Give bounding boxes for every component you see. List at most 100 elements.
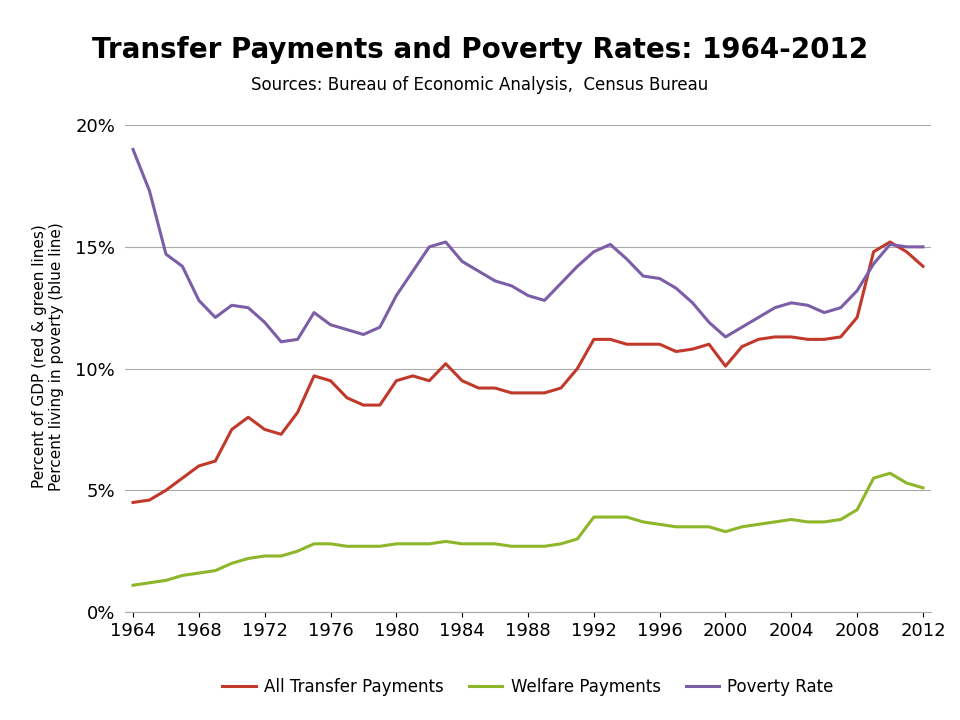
Poverty Rate [819, 308, 830, 317]
Poverty Rate [177, 262, 188, 271]
Welfare Payments [292, 546, 303, 555]
All Transfer Payments [686, 345, 698, 354]
All Transfer Payments [802, 335, 813, 343]
Poverty Rate [736, 323, 748, 331]
Welfare Payments [571, 535, 583, 544]
Poverty Rate [785, 299, 797, 307]
Welfare Payments [391, 539, 402, 548]
Poverty Rate [522, 291, 534, 300]
Welfare Payments [128, 581, 139, 590]
All Transfer Payments [292, 408, 303, 417]
All Transfer Payments [637, 340, 649, 348]
Welfare Payments [588, 513, 600, 521]
All Transfer Payments [440, 359, 451, 368]
Welfare Payments [259, 552, 271, 560]
Poverty Rate [193, 296, 204, 305]
All Transfer Payments [819, 335, 830, 343]
Welfare Payments [160, 576, 172, 585]
Line: All Transfer Payments: All Transfer Payments [133, 242, 923, 503]
All Transfer Payments [670, 347, 682, 356]
Poverty Rate [539, 296, 550, 305]
Welfare Payments [621, 513, 633, 521]
Welfare Payments [490, 539, 501, 548]
Welfare Payments [177, 571, 188, 580]
Poverty Rate [605, 240, 616, 248]
Welfare Payments [522, 542, 534, 551]
Poverty Rate [473, 267, 485, 276]
Poverty Rate [456, 257, 468, 266]
All Transfer Payments [785, 333, 797, 341]
Poverty Rate [259, 318, 271, 327]
Welfare Payments [900, 479, 912, 487]
Line: Poverty Rate: Poverty Rate [133, 150, 923, 342]
Welfare Payments [324, 539, 336, 548]
All Transfer Payments [193, 462, 204, 470]
Poverty Rate [243, 303, 254, 312]
All Transfer Payments [407, 372, 419, 380]
All Transfer Payments [308, 372, 320, 380]
Poverty Rate [144, 186, 156, 195]
All Transfer Payments [555, 384, 566, 392]
All Transfer Payments [391, 377, 402, 385]
All Transfer Payments [736, 342, 748, 351]
All Transfer Payments [769, 333, 780, 341]
All Transfer Payments [177, 474, 188, 482]
All Transfer Payments [917, 262, 928, 271]
Welfare Payments [868, 474, 879, 482]
Welfare Payments [917, 484, 928, 492]
Poverty Rate [374, 323, 386, 331]
All Transfer Payments [490, 384, 501, 392]
Poverty Rate [160, 250, 172, 258]
All Transfer Payments [259, 425, 271, 433]
Welfare Payments [654, 520, 665, 528]
Poverty Rate [802, 301, 813, 310]
Welfare Payments [686, 523, 698, 531]
Welfare Payments [637, 518, 649, 526]
Welfare Payments [753, 520, 764, 528]
All Transfer Payments [704, 340, 715, 348]
All Transfer Payments [276, 430, 287, 438]
Poverty Rate [917, 243, 928, 251]
Welfare Payments [358, 542, 370, 551]
All Transfer Payments [456, 377, 468, 385]
Poverty Rate [571, 262, 583, 271]
Poverty Rate [407, 267, 419, 276]
All Transfer Payments [374, 401, 386, 410]
All Transfer Payments [753, 335, 764, 343]
Welfare Payments [819, 518, 830, 526]
All Transfer Payments [588, 335, 600, 343]
Welfare Payments [423, 539, 435, 548]
Poverty Rate [686, 299, 698, 307]
Poverty Rate [226, 301, 237, 310]
Poverty Rate [852, 287, 863, 295]
All Transfer Payments [324, 377, 336, 385]
All Transfer Payments [852, 313, 863, 322]
Welfare Payments [374, 542, 386, 551]
Welfare Payments [193, 569, 204, 577]
All Transfer Payments [900, 248, 912, 256]
All Transfer Payments [868, 248, 879, 256]
Welfare Payments [341, 542, 352, 551]
All Transfer Payments [144, 495, 156, 504]
Poverty Rate [588, 248, 600, 256]
Welfare Payments [209, 567, 221, 575]
Poverty Rate [423, 243, 435, 251]
Welfare Payments [884, 469, 896, 477]
Poverty Rate [769, 303, 780, 312]
All Transfer Payments [884, 238, 896, 246]
Line: Welfare Payments: Welfare Payments [133, 473, 923, 585]
All Transfer Payments [128, 498, 139, 507]
Text: Sources: Bureau of Economic Analysis,  Census Bureau: Sources: Bureau of Economic Analysis, Ce… [252, 76, 708, 94]
Poverty Rate [555, 279, 566, 288]
Welfare Payments [226, 559, 237, 567]
Legend: All Transfer Payments, Welfare Payments, Poverty Rate: All Transfer Payments, Welfare Payments,… [216, 672, 840, 703]
Welfare Payments [720, 527, 732, 536]
All Transfer Payments [621, 340, 633, 348]
All Transfer Payments [522, 389, 534, 397]
Poverty Rate [670, 284, 682, 292]
Poverty Rate [835, 303, 847, 312]
Poverty Rate [128, 145, 139, 154]
Y-axis label: Percent of GDP (red & green lines)
Percent living in poverty (blue line): Percent of GDP (red & green lines) Perce… [32, 222, 64, 491]
Welfare Payments [555, 539, 566, 548]
Poverty Rate [341, 325, 352, 334]
